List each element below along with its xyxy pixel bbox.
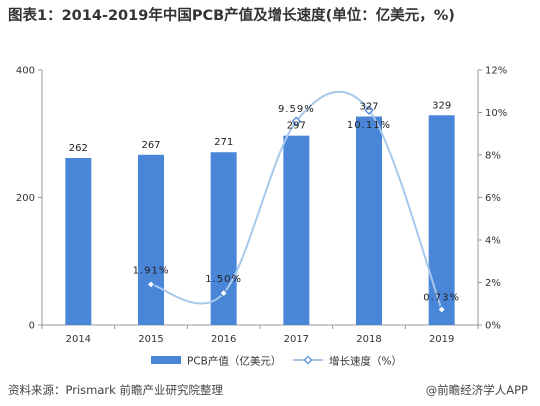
x-tick-label: 2017 (284, 334, 309, 345)
bar (138, 154, 164, 325)
bar (65, 157, 92, 325)
growth-value-label: 0.73% (423, 292, 460, 303)
growth-value-label: 1.91% (133, 265, 170, 276)
growth-value-label: 10.11% (347, 120, 391, 131)
growth-value-label: 1.50% (205, 274, 242, 285)
x-tick-label: 2016 (211, 334, 236, 345)
x-tick-label: 2014 (66, 334, 91, 345)
data-labels: 262 267 271 297 327 329 1.91% 1.50% 9.59% 10.11% 0… (69, 100, 460, 303)
growth-marker (364, 105, 374, 115)
x-tick-label: 2019 (429, 334, 454, 345)
right-tick-label: 12% (485, 66, 507, 77)
bar-value-label: 271 (214, 137, 233, 148)
legend-bar-swatch (151, 356, 181, 364)
growth-value-label: 9.59% (278, 104, 315, 115)
chart-title: 图表1：2014-2019年中国PCB产值及增长速度(单位：亿美元，%) (8, 8, 455, 24)
left-tick-label: 0 (29, 321, 35, 332)
left-tick-label: 400 (16, 66, 35, 77)
bar-series (65, 115, 455, 325)
right-tick-label: 0% (485, 321, 501, 332)
right-tick-label: 10% (485, 108, 507, 119)
chart-legend: PCB产值（亿美元） 增长速度（%） (151, 355, 402, 368)
bar-value-label: 327 (359, 102, 378, 113)
growth-line-series (146, 90, 447, 315)
bar (283, 135, 310, 325)
x-tick-label: 2015 (138, 334, 163, 345)
bar-value-label: 262 (69, 143, 88, 154)
bar-value-label: 297 (287, 121, 306, 132)
growth-marker (218, 288, 229, 298)
growth-marker (146, 279, 156, 290)
growth-marker (436, 304, 447, 315)
legend-bar-label: PCB产值（亿美元） (187, 355, 281, 368)
bar-value-label: 329 (432, 100, 451, 111)
right-tick-label: 8% (485, 151, 501, 162)
legend-line-label: 增长速度（%） (329, 355, 402, 368)
source-note: 资料来源：Prismark 前瞻产业研究院整理 (8, 383, 223, 397)
credit-note: @前瞻经济学人APP (425, 383, 528, 397)
right-tick-label: 2% (485, 278, 501, 289)
x-tick-label: 2018 (356, 334, 381, 345)
right-tick-label: 6% (485, 193, 501, 204)
growth-marker (291, 116, 302, 126)
legend-line-marker (303, 355, 313, 365)
left-tick-label: 200 (16, 193, 35, 204)
bar (428, 115, 455, 325)
right-tick-label: 4% (485, 236, 501, 247)
chart-axes: 0 200 400 0% 2% 4% 6% 8% 10% 12% 2014 2015 2016 2017 2… (16, 66, 507, 346)
bar (356, 116, 382, 325)
bar-value-label: 267 (141, 140, 160, 151)
bar (210, 152, 237, 325)
